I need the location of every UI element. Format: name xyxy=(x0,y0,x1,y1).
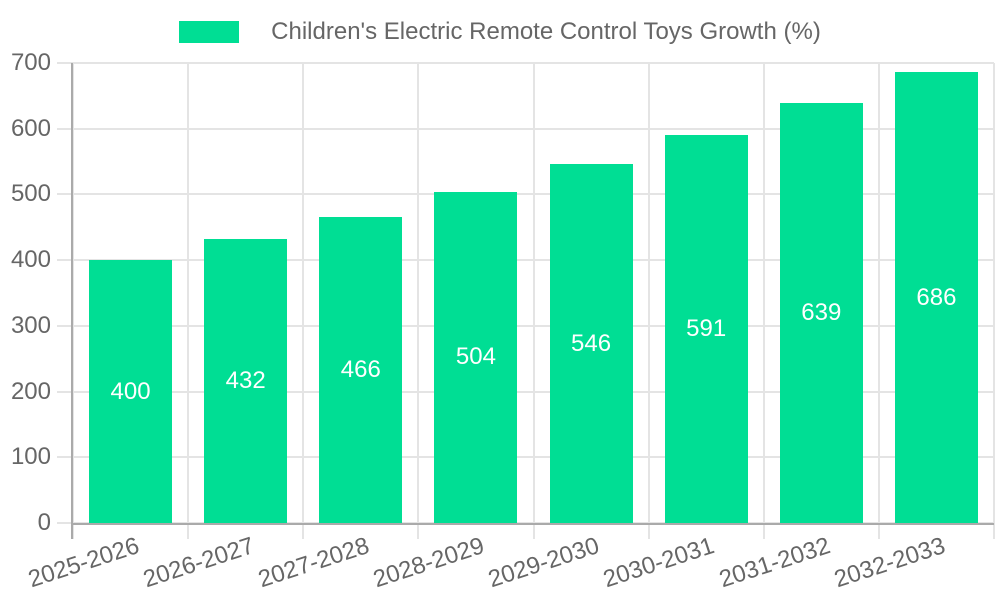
bar-value-label: 639 xyxy=(801,299,842,327)
x-axis-tick-label: 2032-2033 xyxy=(830,532,949,594)
gridline-horizontal xyxy=(57,390,994,393)
gridline-vertical xyxy=(993,63,995,539)
legend-swatch[interactable] xyxy=(179,21,240,43)
x-axis-tick-label: 2025-2026 xyxy=(24,532,143,594)
bar[interactable]: 639 xyxy=(779,103,863,523)
chart-legend[interactable]: Children's Electric Remote Control Toys … xyxy=(0,18,1000,45)
x-axis-tick-label: 2031-2032 xyxy=(715,532,834,594)
gridline-vertical xyxy=(532,63,535,539)
y-axis-tick-label: 500 xyxy=(10,180,51,208)
y-axis-tick-label: 0 xyxy=(37,509,51,536)
gridline-horizontal xyxy=(57,127,994,130)
bar-value-label: 466 xyxy=(340,355,381,383)
x-axis-tick-label: 2027-2028 xyxy=(255,532,373,594)
gridline-vertical xyxy=(72,63,74,539)
x-axis-tick-label: 2029-2030 xyxy=(485,532,603,594)
bar-value-label: 432 xyxy=(225,367,266,395)
y-axis-line xyxy=(71,63,73,539)
bar[interactable]: 591 xyxy=(664,134,748,523)
gridline-horizontal xyxy=(57,259,994,262)
bar[interactable]: 400 xyxy=(89,260,173,523)
gridline-horizontal xyxy=(57,62,994,64)
bar[interactable]: 546 xyxy=(549,164,633,523)
gridline-horizontal xyxy=(57,193,994,196)
bar[interactable]: 466 xyxy=(319,216,403,523)
bar[interactable]: 686 xyxy=(894,72,978,523)
gridline-horizontal xyxy=(57,324,994,327)
y-axis-tick-label: 700 xyxy=(10,49,51,76)
bar[interactable]: 504 xyxy=(434,191,518,523)
bar-value-label: 591 xyxy=(686,314,727,342)
bar-value-label: 504 xyxy=(455,343,496,371)
x-axis-line xyxy=(71,523,994,525)
y-axis-tick-label: 400 xyxy=(10,246,51,274)
gridline-vertical xyxy=(647,63,650,539)
gridline-vertical xyxy=(417,63,420,539)
y-axis-tick-label: 100 xyxy=(10,443,51,471)
bar-value-label: 686 xyxy=(916,283,957,311)
bar-value-label: 400 xyxy=(110,377,151,405)
legend-label: Children's Electric Remote Control Toys … xyxy=(271,18,821,45)
x-axis-tick-label: 2028-2029 xyxy=(370,532,488,594)
bar-value-label: 546 xyxy=(571,329,612,357)
gridline-vertical xyxy=(187,63,190,539)
gridline-vertical xyxy=(762,63,765,539)
x-axis-tick-label: 2030-2031 xyxy=(600,532,718,594)
x-axis-tick-label: 2026-2027 xyxy=(139,532,258,594)
y-axis-tick-label: 600 xyxy=(10,114,51,142)
y-axis-tick-label: 300 xyxy=(10,311,51,339)
bar[interactable]: 432 xyxy=(204,239,288,523)
gridline-vertical xyxy=(302,63,305,539)
y-axis-tick-label: 200 xyxy=(10,377,51,405)
gridline-horizontal xyxy=(57,456,994,459)
gridline-vertical xyxy=(877,63,880,539)
